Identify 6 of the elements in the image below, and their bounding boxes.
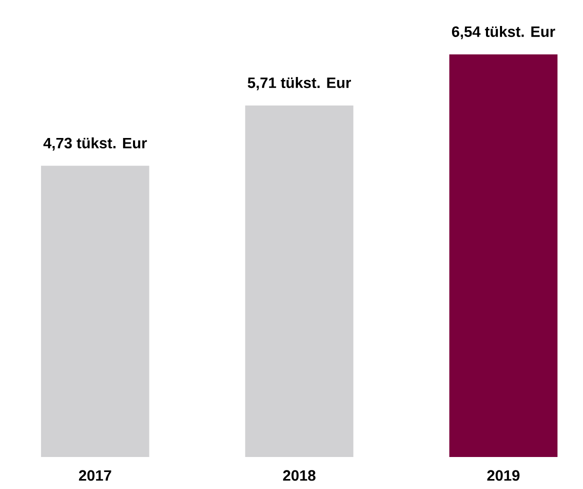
x-tick-label: 2017: [78, 470, 112, 481]
x-tick-label: 2018: [283, 470, 316, 481]
data-label: 4,73 tükst. Eur: [43, 137, 147, 151]
data-label: 5,71 tükst. Eur: [248, 77, 351, 90]
data-label: 6,54 tükst. Eur: [452, 26, 556, 40]
x-tick-label: 2019: [487, 470, 520, 481]
